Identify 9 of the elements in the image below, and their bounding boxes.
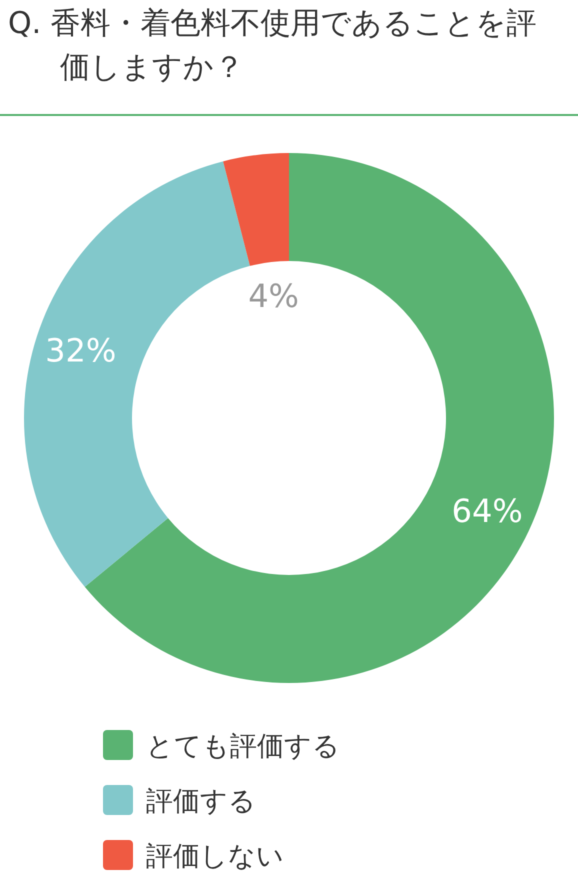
data-label: 4% [248,276,299,315]
donut-slice [24,161,250,587]
donut-slice [223,153,289,266]
data-label: 64% [452,492,523,530]
legend-label: 評価しない [146,841,284,872]
data-label: 32% [45,331,116,370]
legend-label: とても評価する [146,731,340,762]
chart-title: Q. 香料・着色料不使用であることを評価しますか？ [8,5,538,87]
legend-label: 評価する [146,786,256,817]
